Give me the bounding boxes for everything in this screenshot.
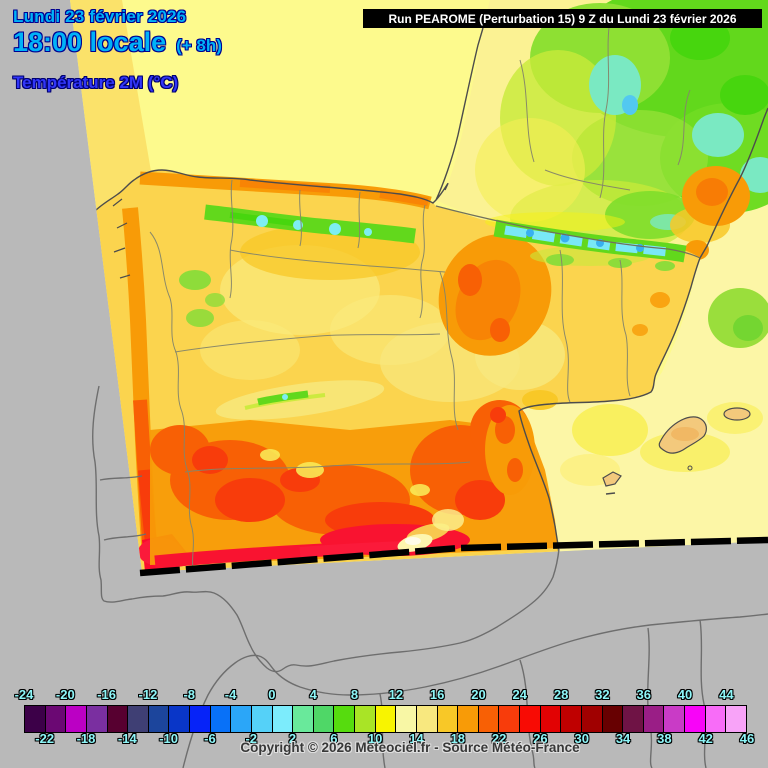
scale-cell: [127, 705, 148, 733]
scale-label: -18: [76, 731, 96, 746]
scale-label: 14: [409, 731, 424, 746]
run-info-bar: Run PEAROME (Perturbation 15) 9 Z du Lun…: [363, 9, 762, 28]
outside-domain-coastlines: [92, 385, 768, 768]
forecast-date: Lundi 23 février 2026: [13, 7, 187, 26]
scale-cell: [436, 705, 458, 733]
scale-label: 12: [388, 687, 404, 702]
scale-cell: [539, 705, 561, 733]
scale-label: -24: [14, 687, 34, 702]
scale-cell: [106, 705, 128, 733]
scale-label: 30: [574, 731, 589, 746]
scale-cell: [354, 705, 375, 733]
coastline-north: [91, 27, 484, 215]
galicia-rias: [112, 198, 131, 279]
scale-label: 34: [615, 731, 631, 746]
scale-label: 4: [309, 687, 317, 702]
scale-label: -2: [245, 731, 257, 746]
scale-cell: [147, 705, 169, 733]
scale-cell: [395, 705, 416, 733]
scale-label: 42: [698, 731, 713, 746]
scale-cell: [333, 705, 354, 733]
scale-label: 40: [677, 687, 693, 702]
scale-label: 2: [288, 731, 297, 746]
copyright-text: Copyright © 2026 Meteociel.fr - Source M…: [240, 740, 580, 755]
scale-cell: [601, 705, 623, 733]
scale-cell: [374, 705, 396, 733]
scale-cell: [292, 705, 313, 733]
coastline-golfe-du-lion: [699, 107, 768, 259]
scale-cell: [65, 705, 86, 733]
scale-cell: [560, 705, 581, 733]
scale-cell: [24, 705, 45, 733]
scale-label: -4: [224, 687, 237, 702]
scale-cell: [230, 705, 251, 733]
coastline-east: [518, 257, 701, 556]
france-spain-border: [435, 205, 701, 259]
scale-label: -8: [183, 687, 196, 702]
scale-label: 32: [595, 687, 610, 702]
scale-label: -22: [35, 731, 55, 746]
scale-cell: [622, 705, 643, 733]
scale-label: 36: [636, 687, 651, 702]
scale-cell: [250, 705, 272, 733]
scale-label: 18: [450, 731, 466, 746]
scale-cell: [189, 705, 210, 733]
scale-cell: [457, 705, 478, 733]
scale-label: -10: [159, 731, 178, 746]
scale-label: 38: [657, 731, 672, 746]
scale-cell: [85, 705, 107, 733]
scale-cell: [580, 705, 602, 733]
scale-cell: [312, 705, 334, 733]
scale-cell: [519, 705, 540, 733]
scale-label: -14: [117, 731, 137, 746]
forecast-offset: (+ 8h): [176, 35, 222, 55]
balearic-islands: [602, 407, 751, 495]
forecast-header: Lundi 23 février 2026 18:00 locale (+ 8h…: [13, 8, 222, 92]
scale-label: 26: [533, 731, 548, 746]
scale-label: 28: [553, 687, 569, 702]
scale-label: -12: [138, 687, 158, 702]
domain-boundary: [139, 536, 768, 577]
region-borders: [149, 19, 691, 572]
scale-label: -16: [97, 687, 117, 702]
scale-label: 20: [471, 687, 486, 702]
scale-label: 6: [330, 731, 338, 746]
scale-label: 0: [268, 687, 276, 702]
scale-cell: [642, 705, 664, 733]
scale-label: 16: [429, 687, 445, 702]
scale-label: -6: [204, 731, 216, 746]
scale-label: 44: [719, 687, 734, 702]
temperature-scale: [24, 705, 747, 733]
scale-cell: [663, 705, 684, 733]
forecast-time: 18:00 locale: [13, 26, 167, 57]
scale-cell: [209, 705, 231, 733]
scale-label: 46: [739, 731, 755, 746]
scale-cell: [684, 705, 705, 733]
scale-label: -20: [55, 687, 75, 702]
scale-cell: [44, 705, 66, 733]
scale-cell: [168, 705, 189, 733]
scale-label: 22: [491, 731, 507, 746]
scale-cell: [704, 705, 726, 733]
scale-cell: [498, 705, 519, 733]
scale-cell: [415, 705, 437, 733]
scale-label: 8: [350, 687, 359, 702]
forecast-variable: Température 2M (°C): [13, 73, 179, 93]
scale-cell: [477, 705, 499, 733]
scale-label: 10: [367, 731, 383, 746]
scale-cell: [725, 705, 747, 733]
scale-label: 24: [512, 687, 527, 702]
scale-cell: [271, 705, 293, 733]
